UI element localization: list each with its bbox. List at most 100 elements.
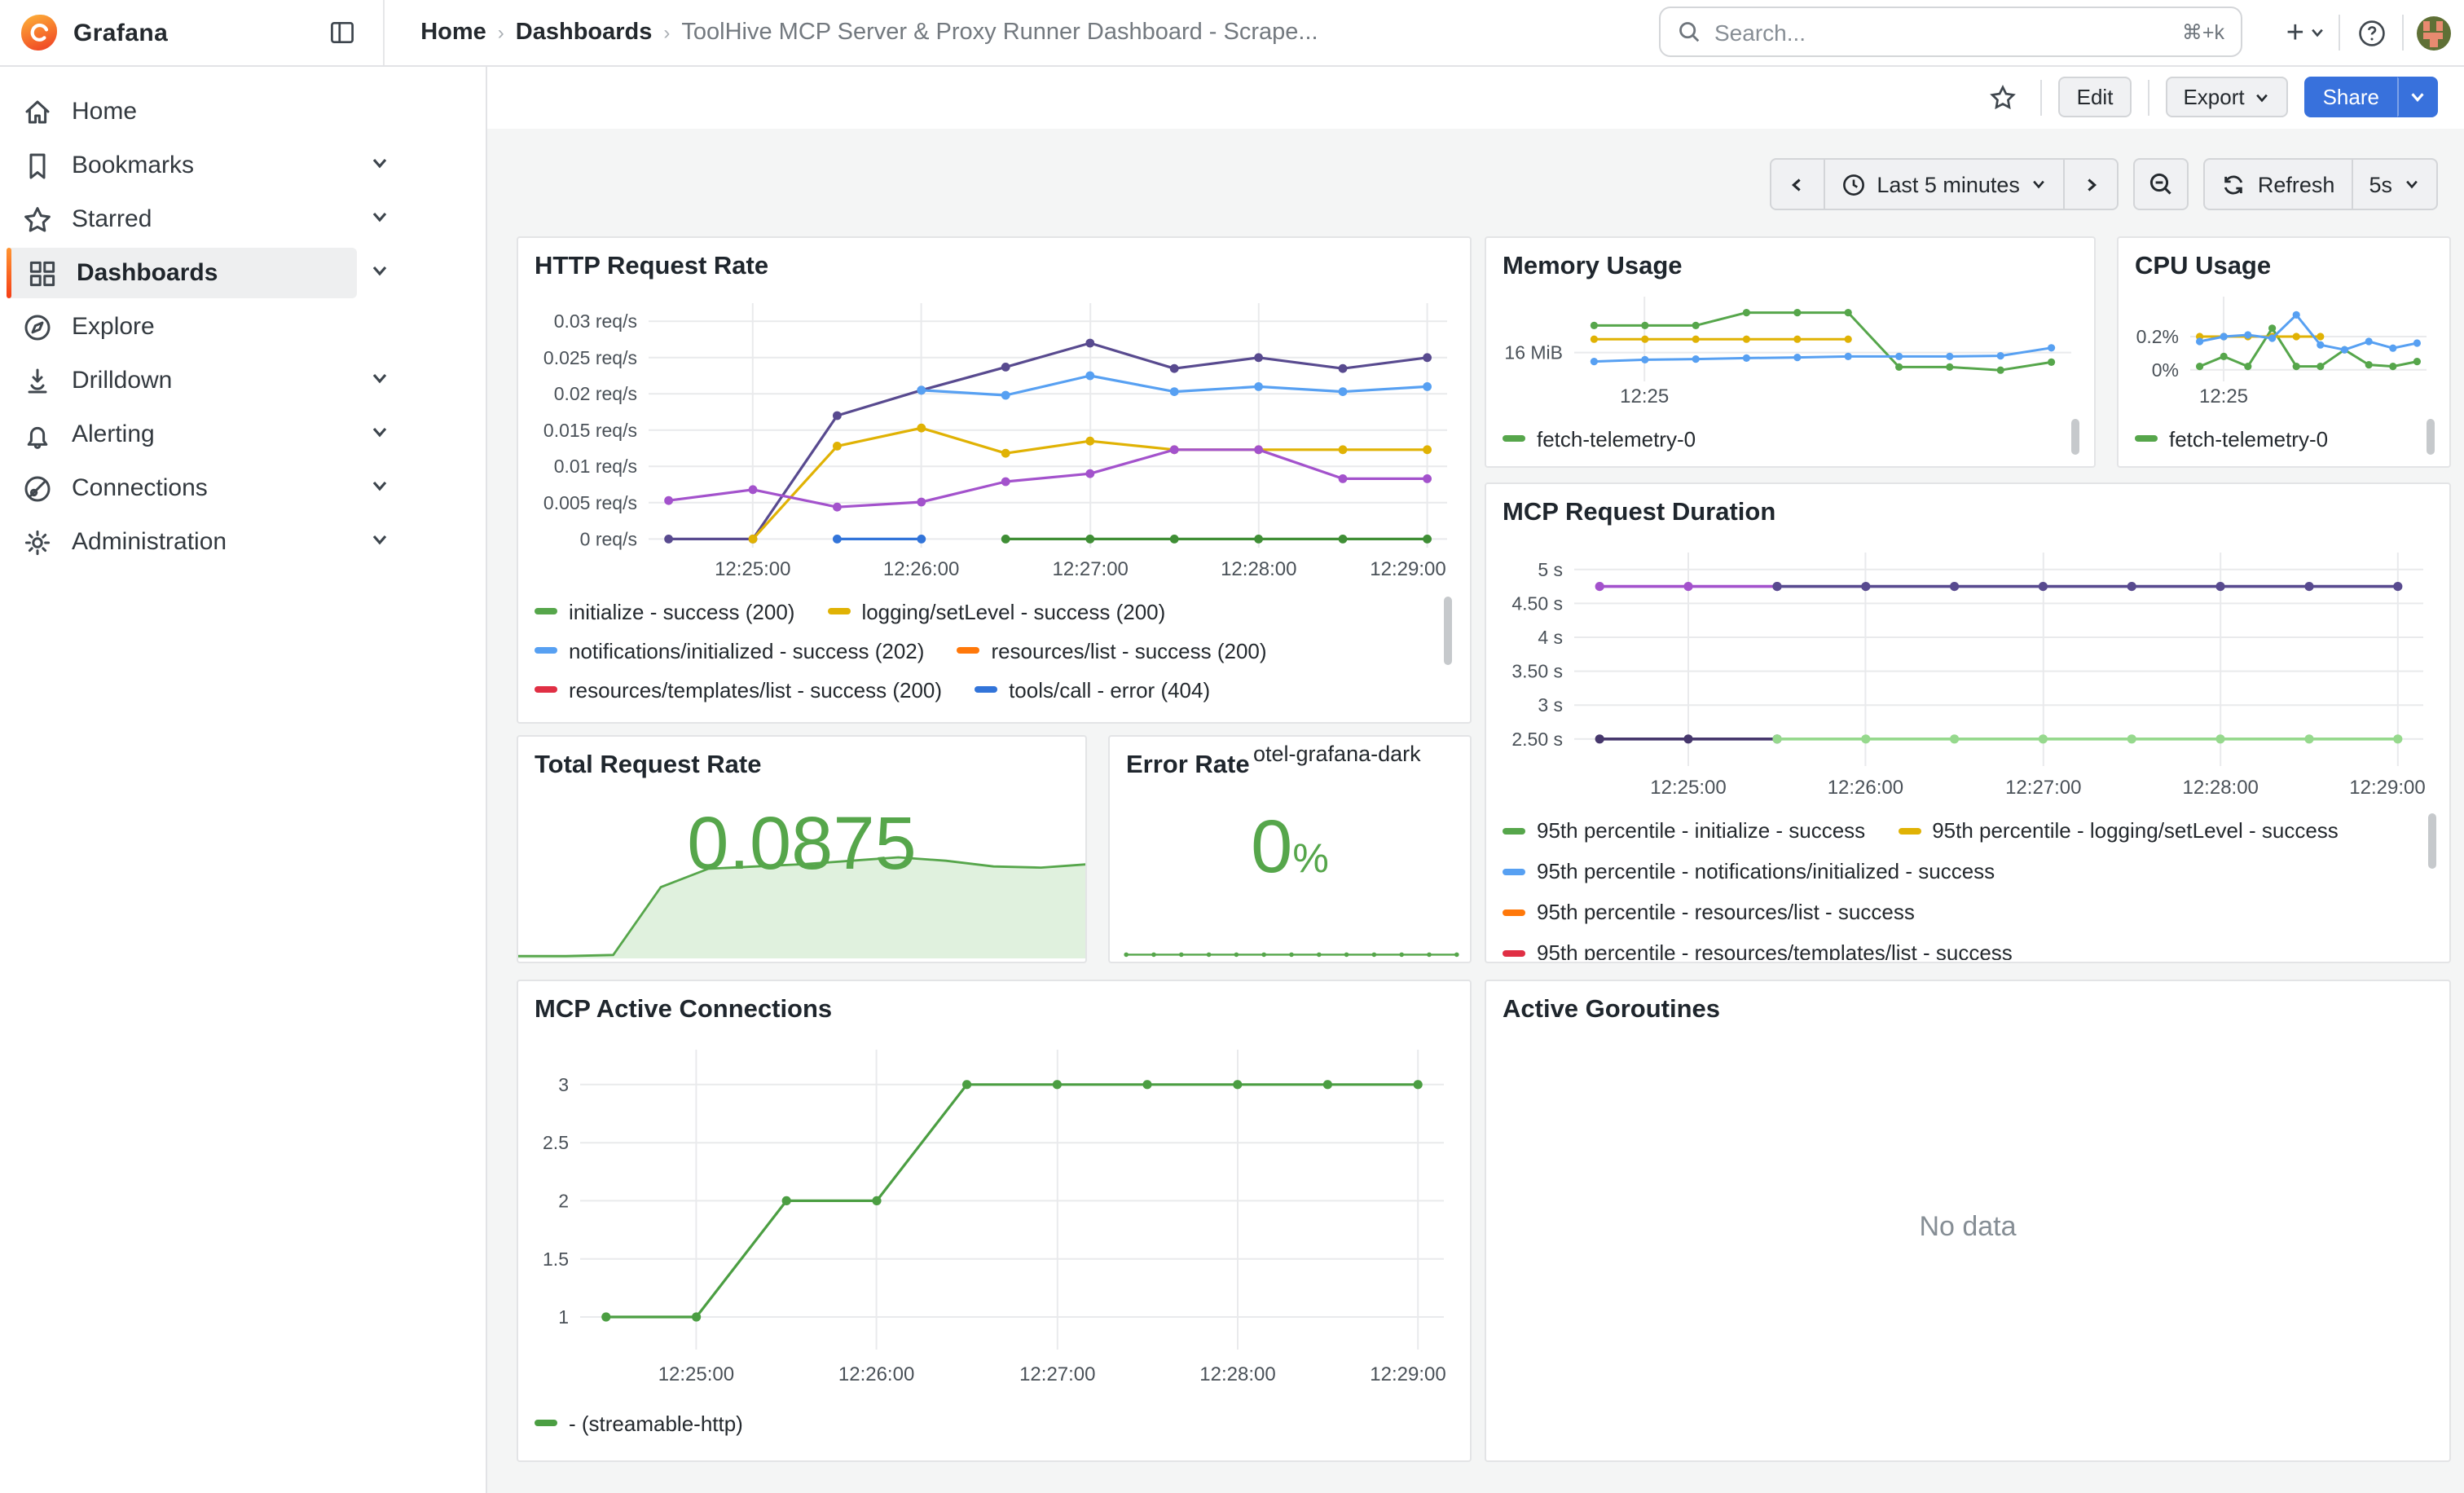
legend-scrollbar[interactable]: [2071, 419, 2079, 455]
time-range-picker[interactable]: Last 5 minutes: [1823, 160, 2064, 209]
total-request-rate-sparkline: [518, 856, 1085, 958]
panel-title[interactable]: HTTP Request Rate: [535, 253, 769, 280]
sidebar-link-alerting[interactable]: Alerting: [7, 409, 357, 460]
sidebar-link-administration[interactable]: Administration: [7, 517, 357, 567]
sidebar-link-connections[interactable]: Connections: [7, 463, 357, 513]
sidebar-link-starred[interactable]: Starred: [7, 194, 357, 244]
legend-item[interactable]: fetch-telemetry-0: [1503, 426, 1696, 451]
overlay-note: otel-grafana-dark: [1253, 742, 1421, 766]
panel-title[interactable]: MCP Active Connections: [535, 996, 833, 1024]
legend-item[interactable]: logging/setLevel - success (200): [827, 599, 1165, 623]
memory-usage-chart[interactable]: 16 MiB 12:25: [1499, 287, 2084, 411]
memory-legend: fetch-telemetry-0: [1499, 419, 2081, 461]
chevron-down-icon[interactable]: [370, 205, 389, 234]
legend-item[interactable]: fetch-telemetry-0: [2135, 426, 2328, 451]
export-button[interactable]: Export: [2165, 77, 2289, 117]
zoom-out-button[interactable]: [2133, 158, 2189, 210]
user-avatar[interactable]: [2417, 15, 2451, 50]
panel-cpu-usage: CPU Usage 0.2% 0% 12:25 fetch-telemetry-0: [2117, 236, 2451, 468]
chevron-down-icon[interactable]: [370, 527, 389, 557]
chevron-right-icon: [2088, 178, 2097, 191]
error-rate-sparkline: [1124, 952, 1459, 958]
legend-item[interactable]: tools/call - error (404): [975, 677, 1210, 702]
chevron-down-icon[interactable]: [370, 420, 389, 449]
favorite-star-button[interactable]: [1982, 77, 2025, 117]
panel-title[interactable]: Active Goroutines: [1503, 996, 1720, 1024]
panel-title[interactable]: CPU Usage: [2135, 253, 2272, 280]
share-button[interactable]: Share: [2304, 77, 2397, 117]
help-icon: [2358, 20, 2384, 46]
legend-item[interactable]: tools/call - success (200): [535, 716, 802, 720]
chevron-down-icon[interactable]: [370, 151, 389, 180]
dock-menu-icon[interactable]: [324, 15, 360, 51]
share-dropdown-button[interactable]: [2397, 77, 2438, 117]
legend-series-label: tools/call - success (200): [569, 716, 802, 720]
panel-title[interactable]: Memory Usage: [1503, 253, 1683, 280]
time-toolbar: Last 5 minutes Refresh 5s: [1769, 158, 2438, 210]
chevron-down-icon: [2256, 93, 2268, 102]
add-button[interactable]: +: [2286, 17, 2325, 48]
legend-row: notifications/initialized - success (202…: [531, 631, 1457, 670]
legend-item[interactable]: 95th percentile - resources/list - succe…: [1503, 900, 1915, 924]
legend-item[interactable]: 95th percentile - notifications/initiali…: [1503, 859, 1995, 883]
panel-title[interactable]: Total Request Rate: [535, 751, 762, 779]
legend-series-label: notifications/initialized - success (202…: [569, 638, 925, 663]
sidebar-link-dashboards[interactable]: Dashboards: [7, 248, 357, 298]
legend-item[interactable]: initialize - success (200): [535, 599, 794, 623]
legend-series-label: unknown - success (200): [1163, 716, 1398, 720]
legend-item[interactable]: 95th percentile - resources/templates/li…: [1503, 940, 2013, 960]
sidebar-nav: Home Bookmarks Starred Dashboards Explore Dri…: [0, 65, 487, 1493]
refresh-button[interactable]: Refresh: [2206, 160, 2352, 209]
sidebar-item-label: Connections: [72, 474, 208, 502]
legend-item[interactable]: 95th percentile - logging/setLevel - suc…: [1898, 818, 2339, 843]
svg-text:0.2%: 0.2%: [2136, 326, 2179, 347]
legend-item[interactable]: - (streamable-http): [535, 1411, 743, 1435]
no-data-message: No data: [1919, 1211, 2017, 1243]
panel-title[interactable]: MCP Request Duration: [1503, 499, 1776, 526]
legend-scrollbar[interactable]: [1444, 597, 1452, 665]
svg-text:16 MiB: 16 MiB: [1504, 342, 1563, 363]
grafana-logo-icon[interactable]: [21, 15, 57, 51]
help-button[interactable]: [2353, 15, 2389, 51]
legend-item[interactable]: tools/list - success (200): [834, 716, 1096, 720]
legend-item[interactable]: 95th percentile - initialize - success: [1503, 818, 1865, 843]
sidebar-link-explore[interactable]: Explore: [7, 302, 357, 352]
gear-icon: [21, 526, 54, 558]
http-request-rate-chart[interactable]: 0 req/s 0.005 req/s 0.01 req/s 0.015 req/s 0…: [531, 290, 1460, 584]
time-shift-back-button[interactable]: [1771, 160, 1823, 209]
mcp-request-duration-chart[interactable]: 5 s 4.50 s 4 s 3.50 s 3 s 2.50 s 12:25:00 12:26…: [1499, 536, 2440, 802]
legend-scrollbar[interactable]: [2428, 813, 2436, 869]
search-input[interactable]: Search... ⌘+k: [1659, 7, 2242, 57]
legend-item[interactable]: resources/templates/list - success (200): [535, 677, 942, 702]
cpu-usage-chart[interactable]: 0.2% 0% 12:25: [2132, 287, 2440, 411]
legend-item[interactable]: notifications/initialized - success (202…: [535, 638, 924, 663]
legend-scrollbar[interactable]: [2427, 419, 2435, 455]
breadcrumb-item[interactable]: Dashboards: [515, 20, 653, 46]
svg-text:3: 3: [558, 1074, 569, 1095]
legend-series-mark: [1503, 949, 1525, 956]
panel-title[interactable]: Error Rate: [1126, 751, 1250, 779]
dashboard-toolbar: Edit Export Share: [487, 65, 2464, 129]
legend-series-mark: [1503, 868, 1525, 874]
chevron-down-icon[interactable]: [370, 258, 389, 288]
edit-button[interactable]: Edit: [2058, 77, 2132, 117]
connections-legend: - (streamable-http): [531, 1403, 1457, 1452]
mcp-active-connections-chart[interactable]: 1 1.5 2 2.5 3 12:25:00 12:26:00 12:27:00 12:28:0…: [531, 1033, 1460, 1389]
legend-series-mark: [535, 1420, 557, 1426]
sidebar-item-label: Dashboards: [77, 259, 218, 287]
refresh-interval-picker[interactable]: 5s: [2351, 160, 2436, 209]
chevron-left-icon: [1792, 178, 1802, 191]
chevron-down-icon[interactable]: [370, 473, 389, 503]
legend-item[interactable]: unknown - success (200): [1129, 716, 1398, 720]
breadcrumb-item[interactable]: Home: [420, 20, 486, 46]
legend-row: 95th percentile - resources/list - succe…: [1499, 892, 2436, 932]
sidebar-link-drilldown[interactable]: Drilldown: [7, 355, 357, 406]
sidebar-link-home[interactable]: Home: [7, 86, 357, 137]
chevron-down-icon[interactable]: [370, 366, 389, 395]
sidebar-link-bookmarks[interactable]: Bookmarks: [7, 140, 357, 191]
breadcrumb-item[interactable]: ToolHive MCP Server & Proxy Runner Dashb…: [681, 20, 1318, 46]
plug-icon: [21, 472, 54, 504]
time-shift-forward-button[interactable]: [2063, 160, 2118, 209]
legend-item[interactable]: resources/list - success (200): [957, 638, 1267, 663]
legend-series-label: 95th percentile - resources/list - succe…: [1537, 900, 1915, 924]
